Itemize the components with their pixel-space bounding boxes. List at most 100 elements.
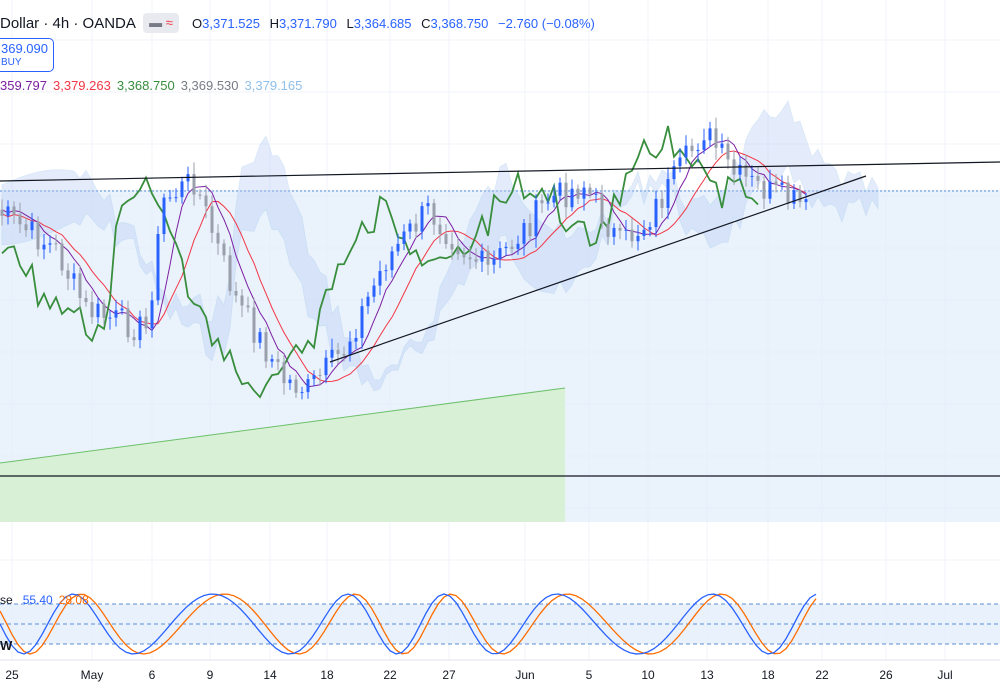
candle-body <box>234 291 238 296</box>
kijun-line <box>1 150 807 383</box>
symbol-title[interactable]: Dollar · 4h · OANDA <box>0 15 136 32</box>
candle-body <box>102 303 106 318</box>
candle-body <box>444 234 448 245</box>
candle-body <box>90 302 94 318</box>
candle-body <box>684 145 688 158</box>
candle-body <box>108 317 112 319</box>
candle-body <box>192 174 196 195</box>
candle-body <box>648 227 652 230</box>
candle-body <box>84 297 88 303</box>
candle-body <box>516 243 520 249</box>
time-tick-7: 27 <box>442 668 456 682</box>
candle-body <box>252 307 256 343</box>
candle-body <box>438 224 442 235</box>
candle-body <box>792 190 796 204</box>
candle-body <box>702 140 706 150</box>
time-tick-14: 26 <box>879 668 893 682</box>
candle-body <box>594 193 598 195</box>
candle-body <box>378 271 382 286</box>
wave-icon[interactable]: ≈ <box>165 15 173 30</box>
time-tick-13: 22 <box>815 668 829 682</box>
candle-body <box>642 229 646 236</box>
grid-icon[interactable]: ▬ <box>149 15 163 30</box>
candle-body <box>576 188 580 199</box>
time-tick-10: 10 <box>641 668 655 682</box>
candle-body <box>612 227 616 237</box>
candle-body <box>36 221 40 250</box>
candle-body <box>780 182 784 185</box>
time-tick-4: 14 <box>263 668 277 682</box>
candle-body <box>420 206 424 232</box>
high-label: H <box>269 16 279 31</box>
indicator-value-0: 359.797 <box>0 78 47 93</box>
candle-body <box>162 197 166 235</box>
candle-body <box>414 223 418 232</box>
candle-body <box>18 214 22 225</box>
candle-body <box>564 182 568 208</box>
candle-body <box>168 197 172 199</box>
candle-body <box>630 229 634 242</box>
candle-body <box>552 195 556 203</box>
candle-body <box>726 143 730 160</box>
time-tick-3: 9 <box>206 668 214 682</box>
candle-body <box>708 128 712 141</box>
candle-body <box>600 193 604 224</box>
buy-price: 369.090 <box>1 41 48 56</box>
candle-body <box>774 181 778 185</box>
candle-body <box>618 227 622 231</box>
candle-body <box>492 259 496 265</box>
candle-body <box>372 285 376 297</box>
candle-body <box>804 199 808 203</box>
candle-body <box>150 300 154 329</box>
candle-body <box>744 164 748 177</box>
candle-body <box>174 197 178 199</box>
candle-body <box>696 149 700 152</box>
time-tick-15: Jul <box>937 668 953 682</box>
close-value: 3,368.750 <box>430 16 489 31</box>
candle-body <box>324 357 328 376</box>
candle-body <box>360 306 364 338</box>
buy-label: BUY <box>1 57 22 68</box>
candle-body <box>486 250 490 265</box>
candle-body <box>510 246 514 249</box>
candle-body <box>450 244 454 250</box>
candle-body <box>786 182 790 204</box>
candle-body <box>768 181 772 199</box>
candle-body <box>408 223 412 232</box>
candle-body <box>504 246 508 249</box>
candle-body <box>24 224 28 231</box>
buy-button[interactable]: 369.090 BUY <box>0 38 54 72</box>
low-label: L <box>346 16 354 31</box>
candle-body <box>474 259 478 262</box>
candle-body <box>126 308 130 338</box>
candle-body <box>468 257 472 260</box>
resistance-trendline <box>0 161 1000 182</box>
time-tick-12: 18 <box>761 668 775 682</box>
candle-body <box>294 379 298 393</box>
candle-body <box>606 223 610 237</box>
candle-body <box>198 194 202 196</box>
candle-body <box>798 190 802 203</box>
candle-body <box>756 175 760 181</box>
candle-body <box>144 316 148 329</box>
candle-body <box>318 375 322 377</box>
candle-body <box>582 187 586 199</box>
profit-line <box>0 387 566 464</box>
candle-body <box>636 235 640 242</box>
candle-body <box>42 244 46 250</box>
candle-body <box>180 181 184 198</box>
candle-body <box>96 303 100 318</box>
candle-body <box>720 143 724 148</box>
candle-body <box>6 206 10 216</box>
candle-body <box>54 243 58 245</box>
candle-body <box>276 359 280 363</box>
candle-body <box>270 359 274 362</box>
indicator-value-4: 3,379.165 <box>244 78 303 93</box>
time-tick-6: 22 <box>383 668 397 682</box>
time-tick-9: 5 <box>585 668 593 682</box>
candle-body <box>78 273 82 298</box>
candle-body <box>498 248 502 260</box>
candle-body <box>300 392 304 394</box>
indicator-toggle[interactable]: ▬ ≈ <box>143 13 179 33</box>
